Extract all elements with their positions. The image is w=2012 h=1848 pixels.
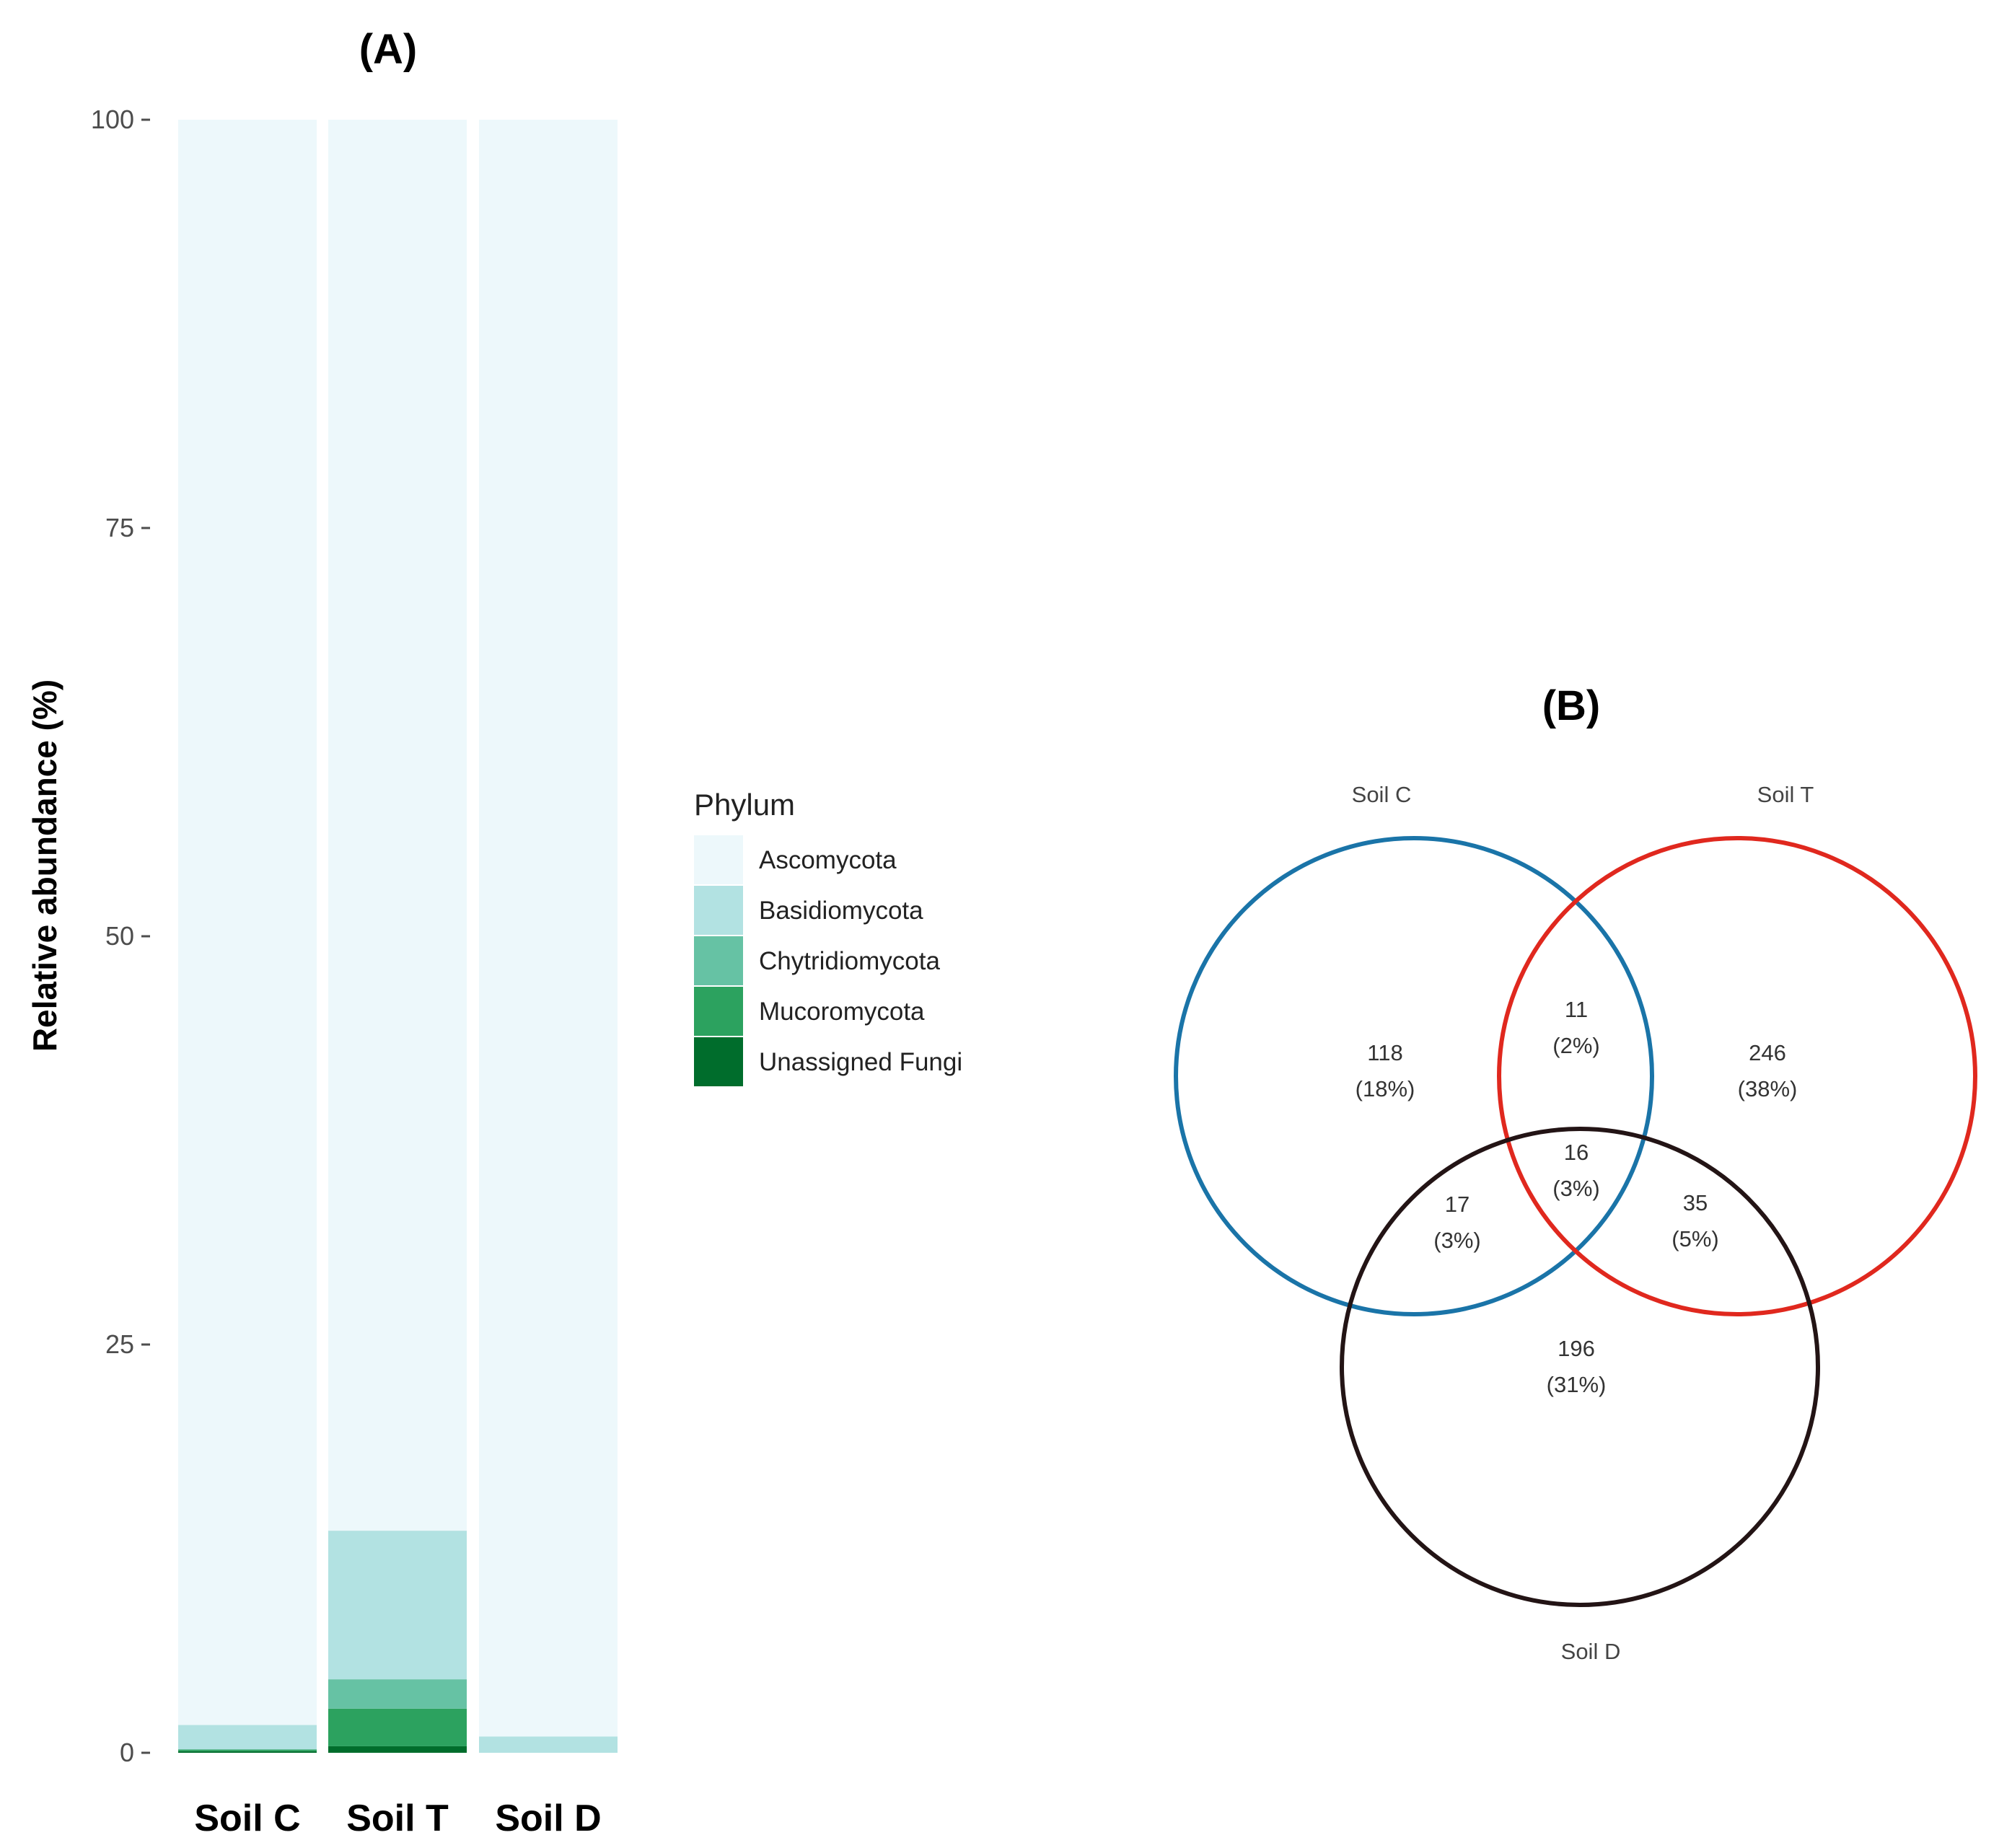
venn-region-soil-d-count: 196	[1558, 1336, 1595, 1361]
venn-region-soil-t-soil-d-count: 35	[1683, 1190, 1708, 1215]
x-tick-label-soil-c: Soil C	[194, 1798, 300, 1839]
bar-soil-c-basidiomycota	[178, 1725, 317, 1750]
y-tick-label-50: 50	[105, 921, 134, 951]
bar-soil-t-unassigned-fungi	[328, 1746, 467, 1753]
venn-region-soil-c-soil-t-count: 11	[1565, 997, 1588, 1022]
venn-circle-soil-c	[1174, 836, 1654, 1316]
legend-title: Phylum	[694, 788, 795, 822]
venn-set-label-soil-d: Soil D	[1561, 1639, 1621, 1664]
bar-soil-d-ascomycota	[479, 120, 618, 1737]
y-axis-label: Relative abundance (%)	[26, 679, 63, 1052]
legend-label-ascomycota: Ascomycota	[759, 846, 897, 874]
panel-a-title: (A)	[359, 26, 418, 73]
legend-swatch-mucoromycota	[694, 987, 743, 1036]
venn-region-soil-c-soil-d-percent: (3%)	[1433, 1228, 1480, 1253]
x-tick-label-soil-t: Soil T	[346, 1798, 449, 1839]
venn-region-soil-c-soil-d-count: 17	[1445, 1192, 1470, 1217]
legend-swatch-basidiomycota	[694, 886, 743, 935]
venn-region-soil-t-count: 246	[1749, 1040, 1786, 1065]
bar-soil-t-basidiomycota	[328, 1531, 467, 1680]
y-tick-label-25: 25	[105, 1329, 134, 1359]
y-tick-label-100: 100	[91, 105, 134, 134]
venn-region-soil-c-soil-t-percent: (2%)	[1552, 1033, 1599, 1058]
bar-soil-t-mucoromycota	[328, 1708, 467, 1746]
y-tick-label-0: 0	[120, 1738, 134, 1767]
bar-soil-t-chytridiomycota	[328, 1679, 467, 1709]
legend-swatch-chytridiomycota	[694, 936, 743, 985]
venn-region-soil-c-soil-t-soil-d-count: 16	[1564, 1140, 1589, 1165]
venn-set-labels: Soil C Soil T Soil D	[1352, 782, 1814, 1664]
venn-region-soil-d-percent: (31%)	[1547, 1372, 1607, 1397]
legend-swatch-unassigned-fungi	[694, 1037, 743, 1086]
venn-set-label-soil-t: Soil T	[1757, 782, 1814, 807]
y-axis: 0 25 50 75 100	[91, 105, 150, 1767]
x-axis-categories: Soil C Soil T Soil D	[194, 1798, 601, 1839]
legend-label-unassigned-fungi: Unassigned Fungi	[759, 1048, 962, 1076]
venn-region-soil-t-percent: (38%)	[1738, 1076, 1798, 1101]
venn-circle-soil-t	[1497, 836, 1977, 1316]
bar-soil-c-mucoromycota	[178, 1749, 317, 1751]
bar-soil-c-ascomycota	[178, 120, 317, 1725]
legend-label-chytridiomycota: Chytridiomycota	[759, 947, 940, 975]
venn-circle-soil-d	[1340, 1127, 1820, 1607]
venn-region-soil-c-percent: (18%)	[1356, 1076, 1415, 1101]
bar-soil-t-ascomycota	[328, 120, 467, 1531]
x-tick-label-soil-d: Soil D	[495, 1798, 601, 1839]
y-tick-label-75: 75	[105, 513, 134, 542]
legend: Phylum Ascomycota Basidiomycota Chytridiom…	[694, 788, 962, 1086]
venn-region-labels: 118 (18%) 246 (38%) 196 (31%) 11 (2%) 17 (3%) 35 (5…	[1356, 997, 1798, 1397]
panel-b-title: (B)	[1542, 682, 1601, 729]
stacked-bars	[178, 120, 618, 1753]
panel-a-bar-chart: (A) Relative abundance (%) 0 25 50 75 100 So…	[26, 26, 962, 1839]
legend-swatch-ascomycota	[694, 835, 743, 884]
bar-soil-d-basidiomycota	[479, 1736, 618, 1753]
venn-region-soil-c-count: 118	[1367, 1040, 1402, 1065]
venn-region-soil-c-soil-t-soil-d-percent: (3%)	[1552, 1176, 1599, 1201]
venn-circles	[1174, 836, 1977, 1607]
bar-soil-c-unassigned-fungi	[178, 1751, 317, 1753]
venn-set-label-soil-c: Soil C	[1352, 782, 1412, 807]
legend-label-basidiomycota: Basidiomycota	[759, 897, 923, 925]
venn-region-soil-t-soil-d-percent: (5%)	[1671, 1226, 1718, 1251]
legend-label-mucoromycota: Mucoromycota	[759, 998, 925, 1026]
